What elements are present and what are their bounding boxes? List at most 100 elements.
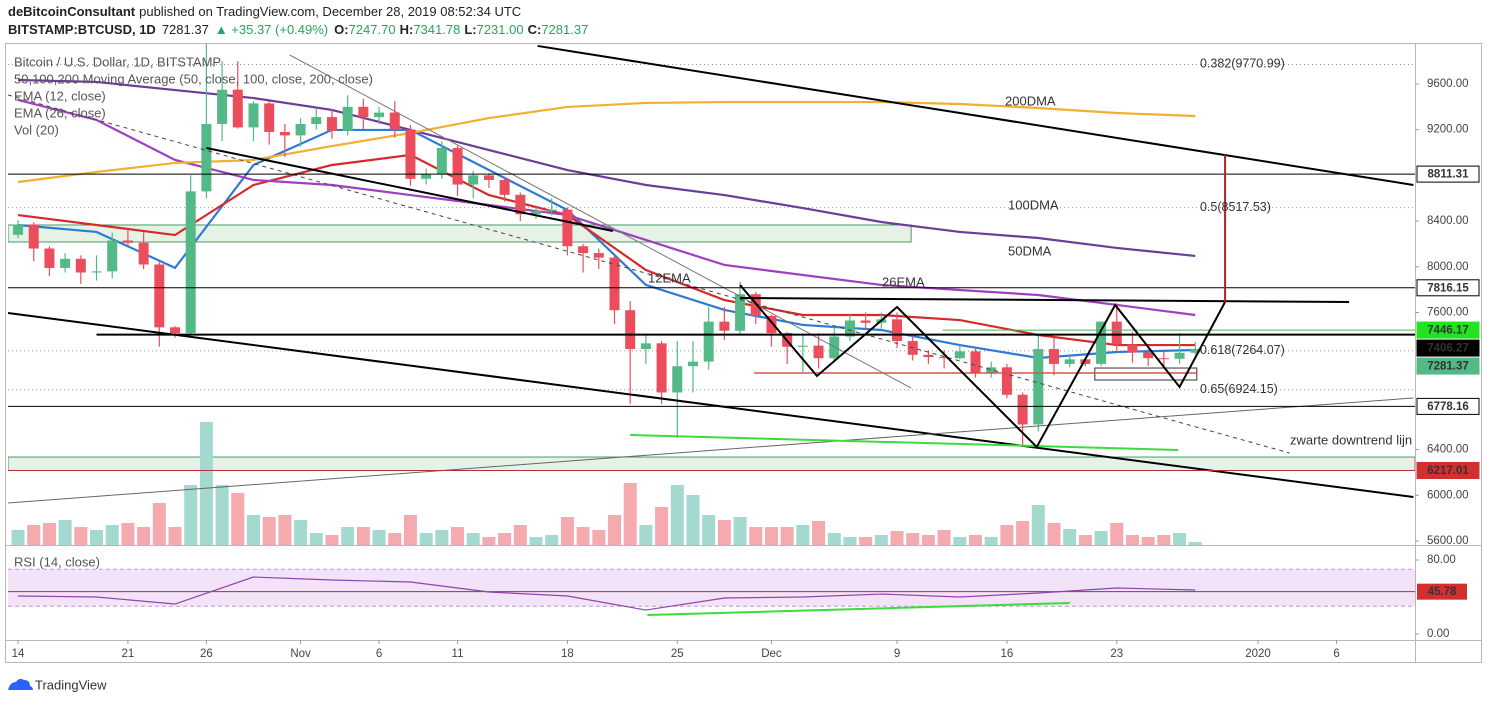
price-pane <box>8 44 1415 545</box>
y-tick-label: 7600.00 <box>1427 307 1469 319</box>
volume-bar <box>278 515 292 545</box>
candle-body <box>483 175 494 180</box>
legend-entry: Bitcoin / U.S. Dollar, 1D, BITSTAMP <box>14 54 221 69</box>
legend-entry: 50,100,200 Moving Average (50, close, 10… <box>14 71 373 86</box>
ma-line <box>17 100 1196 184</box>
candle-body <box>515 194 526 215</box>
drawing-box <box>8 456 1415 472</box>
y-tick-label: 9200.00 <box>1427 124 1469 136</box>
author: deBitcoinConsultant <box>8 4 136 19</box>
candle-body <box>1001 367 1012 395</box>
volume-bar <box>356 527 370 545</box>
candle-body <box>1190 348 1201 353</box>
drawing-line <box>630 433 1179 451</box>
volume-bar <box>1078 535 1092 545</box>
candle-body <box>389 112 400 130</box>
ohlc-key: L: <box>464 22 476 37</box>
drawing-line <box>740 296 1350 303</box>
price-tag-label: 8811.31 <box>1428 169 1470 181</box>
change: ▲ +35.37 (+0.49%) <box>215 22 328 37</box>
volume-bar <box>1094 531 1108 545</box>
price-tag <box>1416 165 1480 183</box>
price-tag <box>1416 357 1480 375</box>
volume-bar <box>58 520 72 545</box>
last-price: 7281.37 <box>162 22 209 37</box>
volume-bar <box>1157 535 1171 545</box>
published: published on TradingView.com, December 2… <box>139 4 521 19</box>
candle-body <box>452 147 463 185</box>
volume-bar <box>388 533 402 545</box>
volume-bar <box>780 527 794 545</box>
volume-bar <box>1016 521 1030 545</box>
candle-body <box>1033 349 1044 425</box>
candle-body <box>1096 321 1107 364</box>
x-tick-label: Dec <box>761 648 782 660</box>
volume-bar <box>1047 523 1061 545</box>
candle-body <box>797 345 808 347</box>
ohlc-key: C: <box>528 22 542 37</box>
drawing-box <box>1094 367 1198 381</box>
rsi-band <box>8 569 1415 607</box>
volume-bar <box>670 485 684 545</box>
candle-body <box>311 117 322 124</box>
x-tick-label: 6 <box>376 648 382 660</box>
candle-body <box>295 123 306 136</box>
candle-body <box>1127 344 1138 353</box>
series-label: 26EMA <box>882 274 925 289</box>
fib-label: 0.65(6924.15) <box>1200 382 1278 396</box>
volume-bar <box>231 493 245 545</box>
volume-bar <box>655 507 669 545</box>
candle-body <box>970 351 981 374</box>
volume-bar <box>498 533 512 545</box>
volume-bar <box>1125 535 1139 545</box>
ma-line <box>17 98 1196 317</box>
candle-body <box>248 103 259 128</box>
series-label: 100DMA <box>1008 197 1059 212</box>
volume-bar <box>796 525 810 545</box>
candle-body <box>954 351 965 359</box>
candle-body <box>672 366 683 393</box>
x-tick-label: 11 <box>452 648 464 660</box>
price-tag-label: 7446.17 <box>1427 325 1469 337</box>
candle-body <box>562 209 573 247</box>
drawing-line <box>8 397 1414 504</box>
legend-entry: Vol (20) <box>14 122 59 137</box>
candle-body <box>578 246 589 254</box>
candle-body <box>107 240 118 272</box>
volume-bar <box>246 515 260 545</box>
candle-body <box>279 131 290 136</box>
drawing-line <box>647 602 1070 617</box>
overlay: Bitcoin / U.S. Dollar, 1D, BITSTAMP 50,10… <box>12 54 1480 660</box>
volume-bar <box>372 530 386 545</box>
candle-body <box>358 106 369 118</box>
volume-bar <box>90 530 104 545</box>
drawing-line <box>8 311 1414 499</box>
volume-bar <box>105 525 119 545</box>
ohlc-value: 7281.37 <box>541 22 588 37</box>
candle-body <box>44 248 55 268</box>
y-tick-label: 8000.00 <box>1427 261 1469 273</box>
x-tick-label: 18 <box>561 648 574 660</box>
x-tick-label: Nov <box>290 648 311 660</box>
volume-bar <box>1173 533 1187 545</box>
candle-body <box>138 242 149 265</box>
price-tag <box>1416 321 1480 339</box>
volume-bar <box>1188 542 1202 545</box>
drawing-line <box>289 54 912 389</box>
volume-bar <box>984 537 998 545</box>
price-tag <box>1416 397 1480 415</box>
candle-body <box>1158 358 1169 360</box>
volume-bar <box>1031 505 1045 545</box>
price-tag <box>1416 462 1480 480</box>
candle-body <box>1048 349 1059 364</box>
volume-bar <box>325 535 339 545</box>
volume-bar <box>953 537 967 545</box>
candle-body <box>122 240 133 243</box>
x-tick-label: 9 <box>894 648 900 660</box>
drawing-line <box>537 44 1414 186</box>
y-tick-label: 6400.00 <box>1427 444 1469 456</box>
volume-bar <box>168 527 182 545</box>
ohlc-key: O: <box>334 22 348 37</box>
candle-body <box>766 315 777 334</box>
candle-body <box>374 112 385 118</box>
